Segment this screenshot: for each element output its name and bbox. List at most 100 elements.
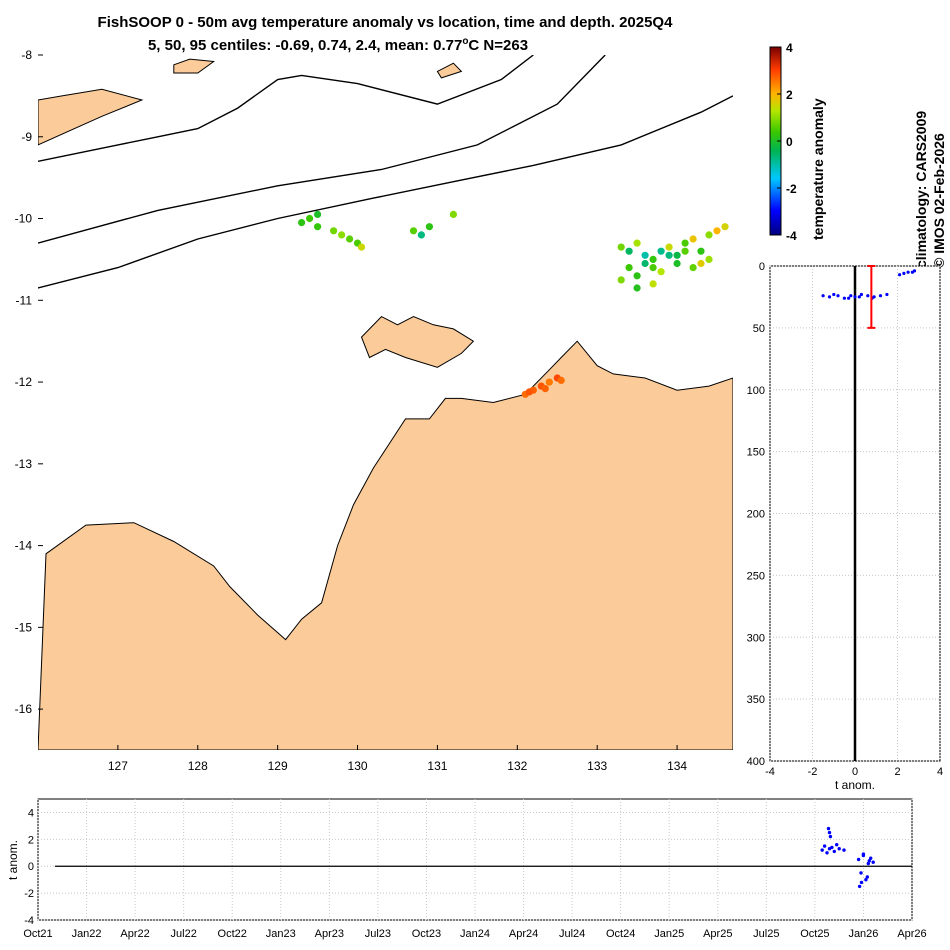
map-panel: 127 128 129 130 131 132 133 134 -8 -9 -10 -11 -12 -1… — [15, 48, 733, 773]
time-x-tick-label: Apr24 — [509, 928, 538, 940]
time-point — [859, 871, 863, 875]
depth-point — [842, 296, 847, 300]
time-point — [822, 844, 827, 848]
observation-point — [330, 227, 338, 235]
depth-point — [906, 270, 910, 274]
depth-y-tick-label: 50 — [753, 323, 765, 335]
observation-point — [409, 227, 418, 235]
observation-point — [641, 251, 649, 259]
depth-x-tick-label: 2 — [894, 766, 900, 778]
time-point — [865, 875, 869, 879]
observation-point — [721, 223, 729, 231]
map-x-ticks: 127 128 129 130 131 132 133 134 — [108, 745, 687, 773]
depth-x-tick-label: -2 — [808, 766, 818, 778]
observation-point — [681, 239, 689, 247]
colorbar-tick-label: 4 — [786, 41, 793, 55]
observation-point — [545, 378, 553, 386]
map-y-tick-label: -16 — [15, 702, 33, 716]
time-x-tick-label: Oct21 — [23, 928, 52, 940]
observation-point — [657, 247, 665, 255]
observation-point — [425, 223, 433, 231]
observation-point — [449, 210, 457, 218]
observation-point — [525, 388, 533, 396]
depth-y-tick-label: 300 — [747, 632, 765, 644]
time-point — [856, 857, 861, 862]
observation-point — [665, 251, 673, 259]
time-y-tick-label: 0 — [28, 861, 34, 873]
time-x-tick-label: Oct25 — [800, 928, 829, 940]
time-y-tick-label: 4 — [28, 807, 34, 819]
depth-profile-panel: -4 -2 0 2 4 0 50 100 150 200 250 300 350 400 t anom. — [747, 261, 943, 792]
time-point — [867, 859, 871, 863]
copyright-label: © IMOS 02-Feb-2026 — [931, 133, 947, 268]
observation-point — [673, 251, 681, 259]
bathymetry-contour — [38, 95, 733, 289]
observation-point — [649, 280, 657, 288]
timor-coast — [38, 88, 144, 146]
time-point — [866, 861, 870, 866]
time-series-ticks: Oct21 Jan22 Apr22 Jul22 Oct22 Jan23 Apr23 Jul23… — [23, 807, 926, 940]
time-x-tick-label: Jan24 — [460, 928, 490, 940]
observation-point — [689, 235, 697, 243]
time-point — [837, 847, 841, 851]
observation-point — [541, 385, 549, 393]
observation-point — [673, 259, 681, 268]
observation-point — [617, 276, 625, 284]
depth-x-tick-label: 0 — [852, 766, 858, 778]
depth-point — [859, 292, 864, 297]
time-x-tick-label: Jul22 — [171, 928, 197, 940]
map-y-tick-label: -12 — [15, 375, 33, 389]
bathymetry-contour — [38, 55, 606, 244]
map-layers — [38, 55, 733, 750]
observation-point — [357, 243, 366, 251]
observation-point — [617, 243, 625, 251]
observation-point — [649, 264, 657, 272]
time-point — [857, 884, 862, 889]
climatology-label: climatology: CARS2009 — [913, 111, 929, 268]
observation-point — [338, 231, 346, 239]
observation-point — [306, 214, 314, 223]
observation-point — [417, 231, 425, 239]
map-x-tick-label: 128 — [188, 759, 208, 773]
time-point — [828, 834, 833, 839]
map-y-tick-label: -15 — [15, 620, 33, 634]
small-island — [436, 62, 463, 79]
observation-point — [705, 255, 713, 263]
map-y-tick-label: -8 — [21, 48, 32, 62]
map-x-tick-label: 132 — [507, 759, 527, 773]
time-point — [820, 848, 824, 852]
time-x-tick-label: Jan23 — [266, 928, 296, 940]
small-island — [173, 58, 216, 74]
observation-point — [625, 264, 633, 272]
depth-x-tick-label: 4 — [937, 766, 943, 778]
depth-profile-ticks: -4 -2 0 2 4 0 50 100 150 200 250 300 350 400 — [747, 261, 943, 778]
time-x-tick-label: Jan26 — [848, 928, 878, 940]
time-series-panel: Oct21 Jan22 Apr22 Jul22 Oct22 Jan23 Apr23 Jul23… — [6, 798, 927, 940]
time-x-tick-label: Jul23 — [365, 928, 391, 940]
map-x-tick-label: 130 — [348, 759, 368, 773]
time-x-tick-label: Apr23 — [315, 928, 344, 940]
depth-y-tick-label: 100 — [747, 385, 765, 397]
time-point — [871, 860, 875, 864]
depth-profile-marks — [821, 265, 917, 761]
observation-point — [705, 231, 713, 239]
observation-point — [657, 268, 665, 276]
depth-point — [898, 273, 902, 277]
depth-point — [853, 295, 857, 299]
time-x-tick-label: Oct23 — [412, 928, 441, 940]
depth-y-tick-label: 350 — [747, 694, 765, 706]
time-series-ylabel: t anom. — [6, 840, 20, 880]
depth-y-tick-label: 150 — [747, 447, 765, 459]
map-x-tick-label: 129 — [268, 759, 288, 773]
map-x-tick-label: 134 — [667, 759, 687, 773]
time-point — [827, 830, 832, 835]
depth-point — [832, 292, 836, 297]
melville-island — [360, 315, 475, 368]
colorbar-tick-label: -4 — [786, 229, 797, 243]
time-point — [869, 856, 873, 860]
time-point — [830, 845, 834, 850]
observation-point — [625, 247, 633, 255]
time-point — [842, 848, 846, 852]
observation-point — [697, 259, 705, 268]
map-y-tick-label: -13 — [15, 457, 33, 471]
